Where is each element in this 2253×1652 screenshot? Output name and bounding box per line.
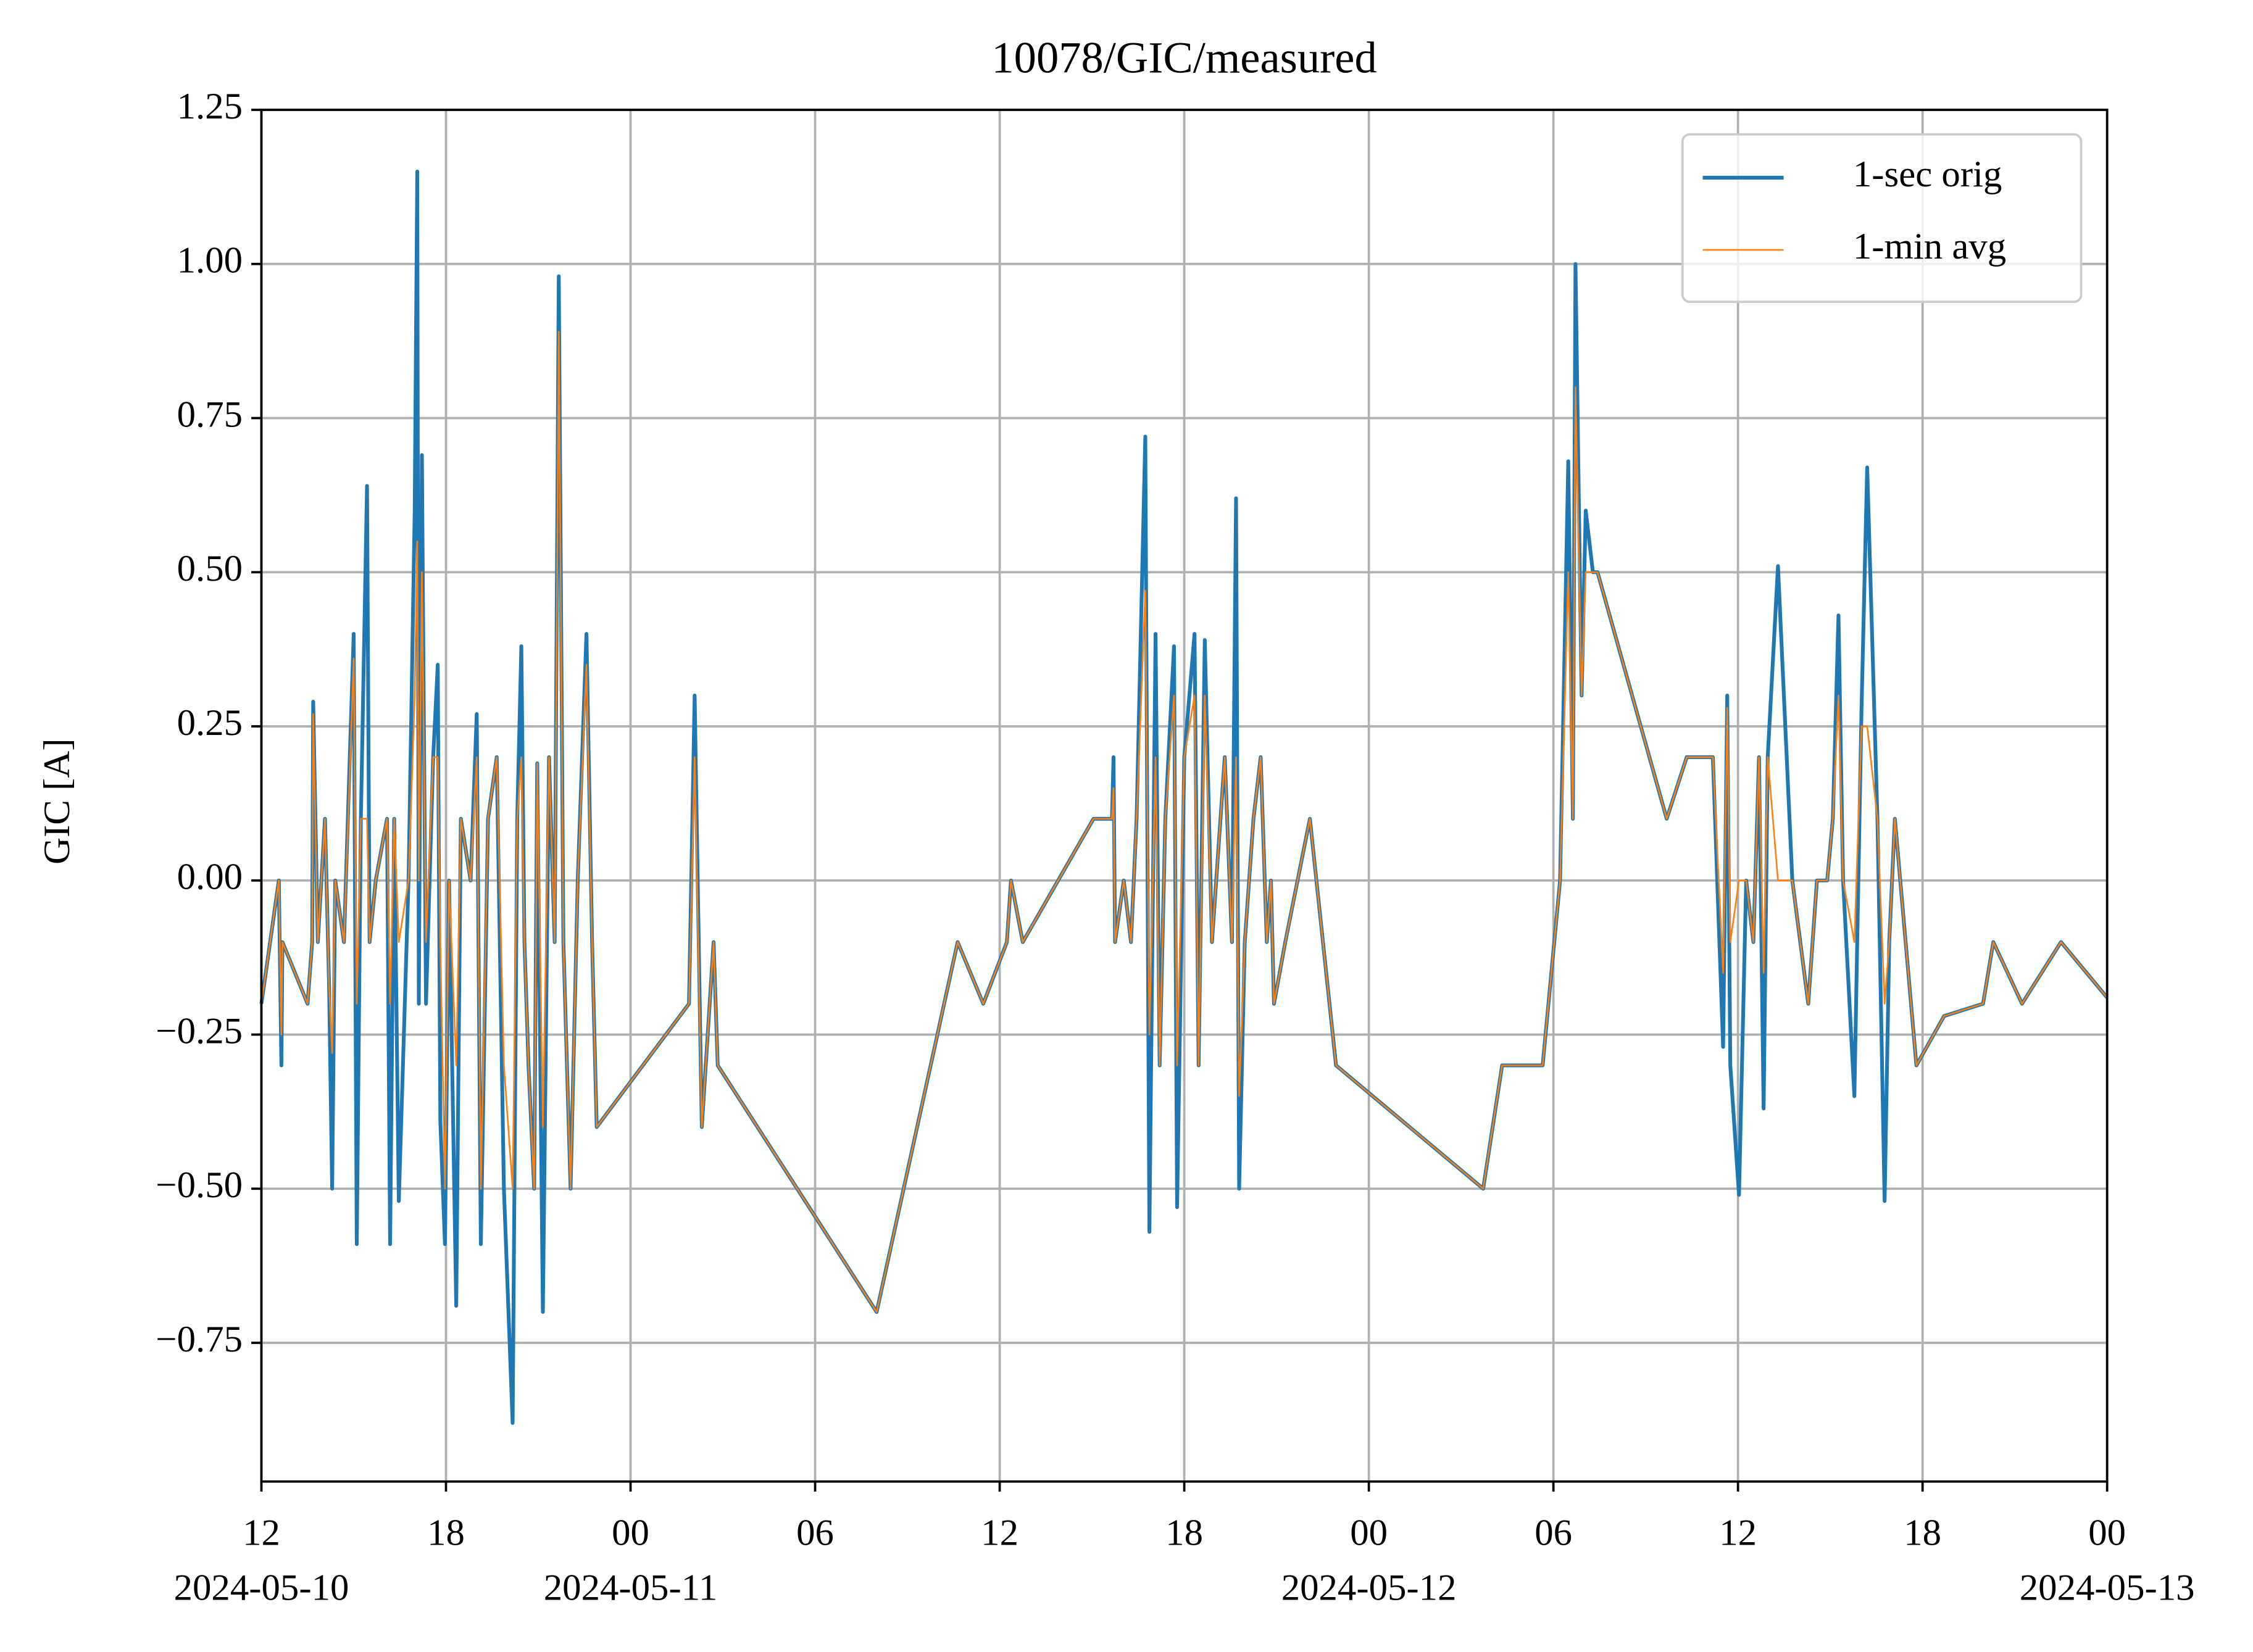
x-tick-date: 2024-05-12: [1281, 1567, 1457, 1609]
y-tick-label: 0.75: [177, 394, 243, 435]
y-tick-label: 0.00: [177, 857, 243, 898]
x-tick-label: 00: [1350, 1513, 1388, 1554]
legend: 1-sec orig 1-min avg: [1681, 133, 2083, 304]
x-tick-date: 2024-05-13: [2020, 1567, 2195, 1609]
y-tick-label: 0.50: [177, 548, 243, 589]
x-tick-label: 12: [243, 1513, 280, 1554]
y-tick-label: 1.00: [177, 240, 243, 281]
plot-frame: [260, 109, 2109, 1483]
y-tick-label: −0.75: [156, 1319, 243, 1360]
plot-lines: [259, 169, 2109, 1425]
y-tick-label: 0.25: [177, 702, 243, 744]
x-tick-label: 00: [612, 1513, 649, 1554]
legend-label: 1-min avg: [1853, 226, 2006, 267]
y-tick-label: −0.50: [156, 1164, 243, 1206]
x-tick-label: 12: [981, 1513, 1018, 1554]
x-tick-label: 18: [427, 1513, 465, 1554]
x-tick-date: 2024-05-10: [174, 1567, 349, 1609]
x-tick-label: 18: [1165, 1513, 1203, 1554]
x-tick-label: 12: [1719, 1513, 1757, 1554]
legend-label: 1-sec orig: [1853, 154, 2002, 195]
x-tick-label: 18: [1904, 1513, 1941, 1554]
x-tick-date: 2024-05-11: [544, 1567, 718, 1609]
series-line: [260, 331, 2108, 1313]
x-tick-label: 06: [1535, 1513, 1572, 1554]
x-tick-label: 00: [2088, 1513, 2126, 1554]
chart-title: 10078/GIC/measured: [991, 32, 1376, 82]
axes: −0.75 −0.50 −0.25 0.00 0.25 0.50 0.75 1.00 1.25 1…: [156, 86, 2194, 1609]
y-tick-label: −0.25: [156, 1010, 243, 1052]
x-tick-label: 06: [796, 1513, 834, 1554]
y-tick-label: 1.25: [177, 86, 243, 127]
y-axis-label: GIC [A]: [36, 739, 78, 865]
